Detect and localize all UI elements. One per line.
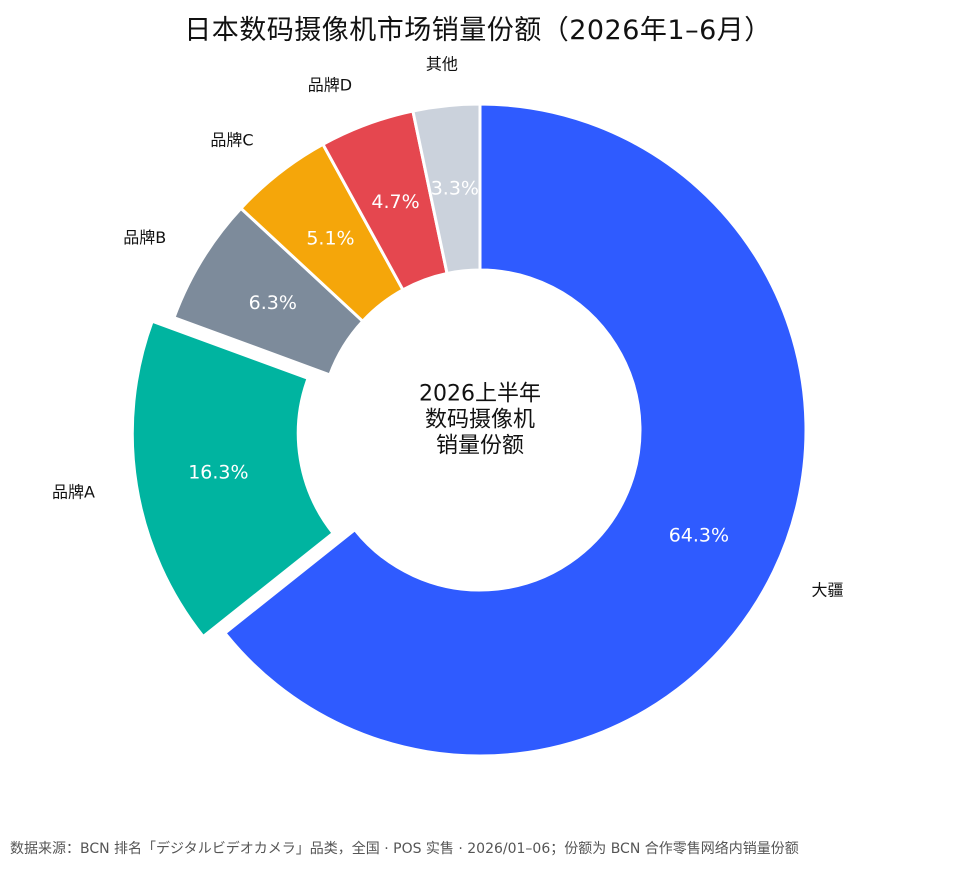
- donut-slice-2: [130, 319, 335, 639]
- category-label-1: 大疆: [811, 580, 843, 599]
- donut-slices: [130, 102, 808, 758]
- source-note: 数据来源：BCN 排名「デジタルビデオカメラ」品类，全国 · POS 实售 · …: [10, 841, 799, 857]
- value-label-2: 16.3%: [188, 461, 248, 483]
- value-label-5: 4.7%: [371, 191, 419, 213]
- value-label-4: 5.1%: [306, 227, 354, 249]
- category-labels: 大疆 品牌A 品牌B 品牌C 品牌D 其他: [52, 54, 843, 599]
- category-label-6: 其他: [426, 54, 458, 73]
- category-label-4: 品牌C: [210, 130, 253, 149]
- center-label-line-3: 销量份额: [436, 434, 524, 459]
- category-label-5: 品牌D: [308, 75, 352, 94]
- donut-chart: 64.3% 16.3% 6.3% 5.1% 4.7% 3.3% 大疆 品牌A 品牌B 品牌C 品牌…: [52, 54, 843, 758]
- value-labels: 64.3% 16.3% 6.3% 5.1% 4.7% 3.3%: [188, 177, 729, 546]
- value-label-3: 6.3%: [249, 292, 297, 314]
- value-label-1: 64.3%: [669, 525, 729, 547]
- center-label-line-2: 数码摄像机: [425, 408, 535, 433]
- center-label-line-1: 2026上半年: [419, 382, 541, 407]
- donut-slice-1: [223, 102, 808, 758]
- category-label-3: 品牌B: [123, 228, 166, 247]
- donut-slice-6: [411, 102, 482, 275]
- value-label-6: 3.3%: [431, 177, 479, 199]
- chart-title: 日本数码摄像机市场销量份额（2026年1–6月）: [184, 15, 772, 46]
- category-label-2: 品牌A: [52, 483, 95, 502]
